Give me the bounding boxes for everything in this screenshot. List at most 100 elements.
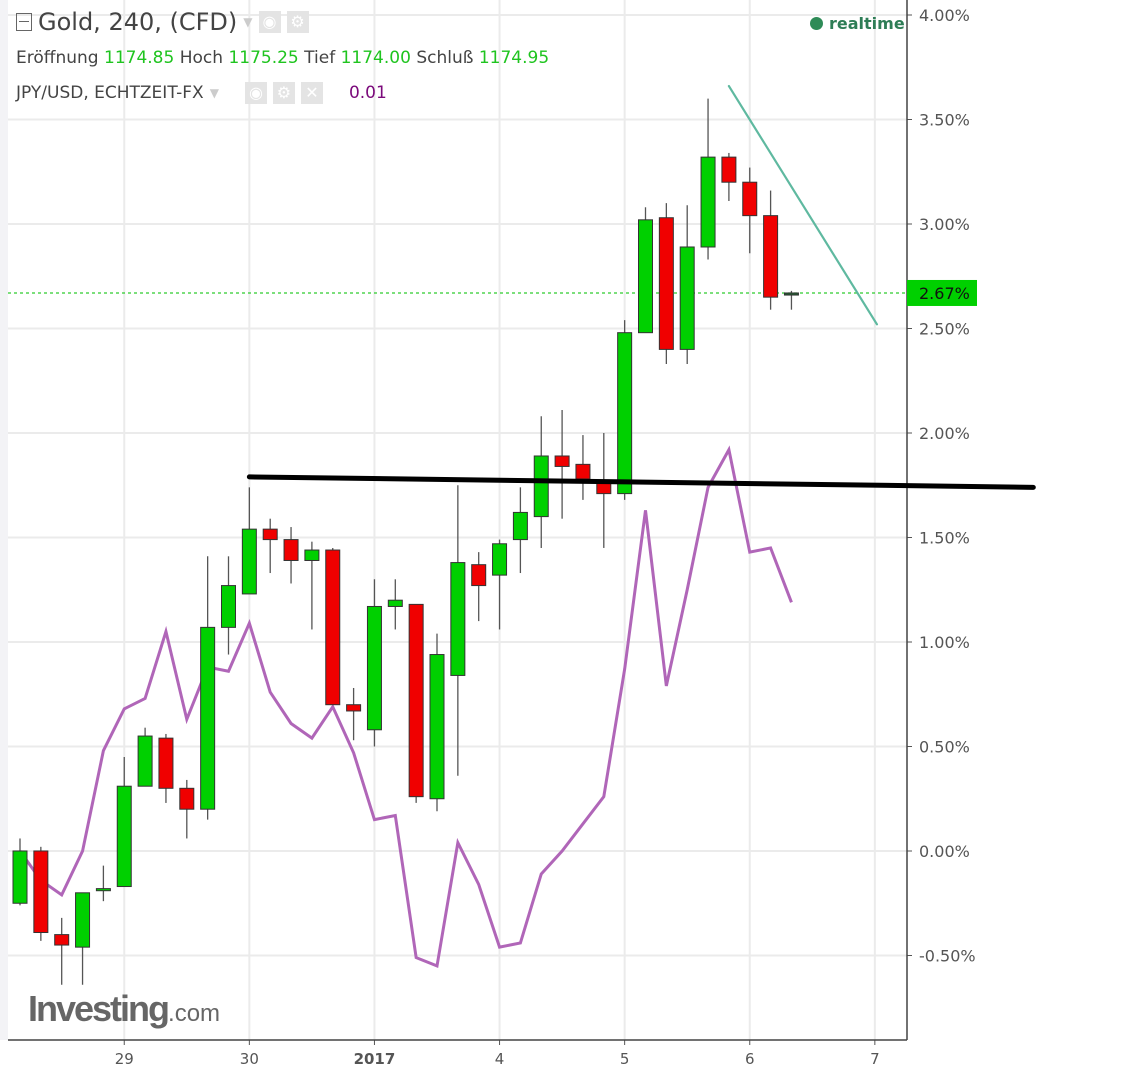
- candle-body: [95, 888, 111, 892]
- candle: [387, 579, 403, 630]
- candle-body: [408, 603, 424, 798]
- candle: [262, 518, 278, 574]
- x-tick-label: 6: [745, 1050, 755, 1068]
- candle: [512, 487, 528, 574]
- compare-series-line: [18, 445, 793, 969]
- candle: [429, 633, 445, 812]
- y-tick-label: 0.00%: [919, 842, 970, 861]
- x-tick-label: 4: [495, 1050, 505, 1068]
- collapse-icon[interactable]: [16, 13, 32, 31]
- candle: [346, 687, 362, 741]
- candle-body: [700, 156, 716, 248]
- y-tick-label: 2.00%: [919, 424, 970, 443]
- y-tick-label: 3.00%: [919, 215, 970, 234]
- low-label: Tief: [304, 48, 336, 68]
- candle-body: [721, 156, 737, 183]
- low-value: 1174.00: [340, 48, 411, 68]
- candle-body: [304, 549, 320, 561]
- y-tick-label: -0.50%: [919, 947, 976, 966]
- candle-body: [366, 605, 382, 731]
- candle-body: [179, 787, 195, 810]
- high-label: Hoch: [179, 48, 224, 68]
- candle: [471, 552, 487, 622]
- investing-logo: Investing.com: [28, 988, 221, 1029]
- candle-body: [283, 539, 299, 561]
- status-dot-icon: [810, 17, 823, 30]
- high-value: 1175.25: [228, 48, 299, 68]
- candle-body: [346, 704, 362, 712]
- candle: [721, 152, 737, 202]
- y-tick-label: 2.50%: [919, 320, 970, 339]
- candle: [137, 727, 153, 787]
- candle: [658, 203, 674, 365]
- y-tick-label: 0.50%: [919, 738, 970, 757]
- ohlc-readout: Eröffnung 1174.85 Hoch 1175.25 Tief 1174…: [16, 48, 549, 68]
- candle-body: [116, 785, 132, 888]
- candle: [75, 892, 91, 985]
- candle-body: [54, 934, 70, 946]
- candle: [638, 207, 653, 334]
- candle: [304, 541, 320, 630]
- eye-icon[interactable]: ◉: [258, 11, 281, 33]
- trendline: [727, 84, 879, 326]
- y-tick-label: 4.00%: [919, 6, 970, 25]
- close-value: 1174.95: [478, 48, 550, 68]
- candle-body: [596, 482, 612, 495]
- x-tick-label: 7: [870, 1050, 880, 1068]
- series-title: Gold, 240, (CFD): [38, 8, 238, 36]
- main-series-legend: Gold, 240, (CFD) ▼ ◉ ⚙: [16, 8, 309, 36]
- candle-body: [429, 654, 445, 800]
- candle-body: [679, 246, 695, 350]
- candle: [742, 167, 758, 254]
- candle: [450, 485, 466, 776]
- candle-body: [221, 585, 236, 628]
- candle-body: [158, 737, 174, 789]
- candle: [283, 527, 299, 584]
- compare-series-legend: JPY/USD, ECHTZEIT-FX ▼ ◉ ⚙ ✕ 0.01: [16, 82, 387, 104]
- candle-body: [387, 599, 403, 607]
- candle-body: [617, 332, 633, 495]
- candle: [408, 603, 424, 803]
- close-label: Schluß: [416, 48, 474, 68]
- candle-body: [742, 181, 758, 217]
- gear-icon[interactable]: ⚙: [272, 82, 295, 104]
- candle-body: [575, 463, 591, 480]
- candle-body: [450, 562, 466, 676]
- candle-body: [200, 626, 216, 810]
- candle: [700, 98, 716, 260]
- candle: [679, 205, 695, 365]
- open-label: Eröffnung: [16, 48, 99, 68]
- candle: [158, 733, 174, 803]
- x-tick-label: 29: [115, 1050, 134, 1068]
- candle: [492, 539, 508, 630]
- x-tick-label: 5: [620, 1050, 630, 1068]
- candle: [617, 320, 633, 500]
- candle-body: [638, 219, 653, 334]
- candle-body: [512, 511, 528, 541]
- eye-icon[interactable]: ◉: [244, 82, 267, 104]
- candle: [596, 433, 612, 548]
- y-tick-label: 3.50%: [919, 111, 970, 130]
- x-tick-label: 2017: [354, 1050, 396, 1068]
- compare-value: 0.01: [348, 83, 387, 103]
- candle-body: [137, 735, 153, 787]
- candle-body: [492, 543, 508, 576]
- candle-body: [763, 215, 779, 298]
- trendline: [246, 474, 1036, 490]
- chevron-down-icon[interactable]: ▼: [243, 15, 253, 29]
- candle-body: [533, 455, 549, 518]
- candle: [179, 779, 195, 839]
- candle-body: [12, 850, 28, 904]
- candle: [533, 416, 549, 548]
- compare-symbol: JPY/USD, ECHTZEIT-FX: [16, 83, 204, 103]
- candle: [12, 838, 28, 906]
- candle: [241, 487, 257, 595]
- close-icon[interactable]: ✕: [300, 82, 323, 104]
- candle: [95, 865, 111, 902]
- candle: [33, 846, 49, 941]
- left-gutter: [0, 0, 8, 1040]
- candle: [221, 556, 236, 655]
- gear-icon[interactable]: ⚙: [286, 11, 309, 33]
- chevron-down-icon[interactable]: ▼: [209, 86, 219, 100]
